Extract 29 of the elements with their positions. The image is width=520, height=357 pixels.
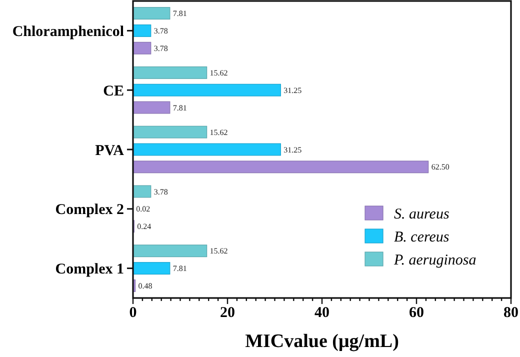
data-label: 7.81 [172,103,187,112]
data-label: 0.48 [138,282,152,291]
y-tick-label: Complex 2 [55,202,124,218]
legend-label: B. cereus [394,229,450,246]
data-label: 15.62 [210,68,228,78]
legend-label: P. aeruginosa [393,252,476,268]
x-tick-label: 0 [129,305,137,321]
data-label: 62.50 [431,162,450,172]
y-tick-label: Chloramphenicol [12,24,124,40]
data-label: 3.78 [154,187,168,196]
x-tick-label: 80 [504,305,518,321]
data-label: 31.25 [284,145,302,154]
data-label: 0.02 [136,204,150,214]
data-label: 3.78 [154,26,168,36]
x-tick-label: 20 [220,305,235,321]
y-tick-label: Complex 1 [55,262,124,278]
data-label: 7.81 [172,264,187,274]
data-label: 0.24 [137,222,152,232]
y-tick-label: PVA [95,142,124,159]
data-label: 7.81 [172,9,187,18]
data-label: 31.25 [284,86,302,95]
x-axis-title: MICvalue (μg/mL) [245,331,399,352]
data-label: 3.78 [154,44,168,53]
legend-label: S. aureus [394,206,450,222]
data-label: 15.62 [210,246,228,256]
y-tick-label: CE [103,83,124,100]
data-label: 15.62 [210,128,228,137]
x-tick-label: 40 [314,305,330,321]
x-tick-label: 60 [409,305,424,321]
